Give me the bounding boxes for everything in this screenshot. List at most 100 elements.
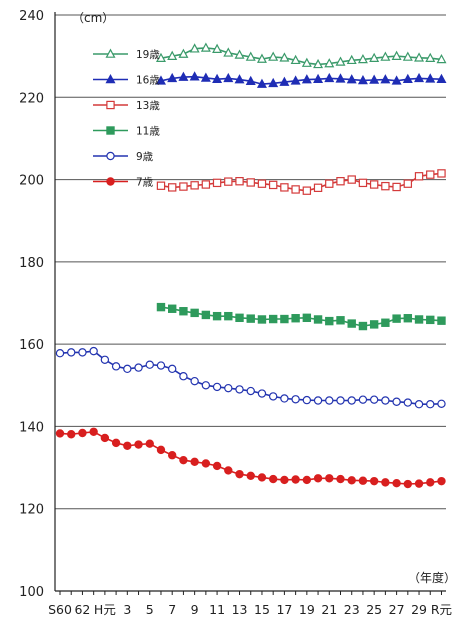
- data-point: [325, 316, 334, 326]
- data-point: [201, 180, 211, 189]
- data-point: [325, 179, 334, 188]
- x-tick-label: 23: [344, 602, 360, 617]
- data-point: [392, 479, 401, 488]
- data-point: [313, 474, 323, 483]
- data-point: [235, 469, 244, 479]
- data-point: [347, 319, 356, 328]
- data-point: [414, 72, 425, 83]
- series-line: [59, 350, 442, 405]
- data-point: [257, 179, 267, 188]
- y-tick-label: 160: [19, 338, 44, 353]
- data-point: [257, 315, 267, 324]
- data-point: [200, 72, 211, 82]
- data-point: [235, 177, 244, 186]
- data-point: [55, 348, 65, 358]
- legend-item: 19歳: [93, 48, 160, 61]
- series: [156, 169, 446, 195]
- data-point: [156, 181, 166, 190]
- data-point: [313, 73, 324, 83]
- data-point: [145, 439, 154, 448]
- data-point: [106, 177, 115, 186]
- legend-label: 16歳: [136, 75, 160, 87]
- legend-label: 9歳: [136, 151, 154, 163]
- data-point: [335, 73, 346, 83]
- data-point: [235, 313, 244, 323]
- data-point: [336, 316, 345, 325]
- data-point: [291, 475, 300, 484]
- legend-item: 13歳: [93, 100, 160, 112]
- data-point: [358, 476, 368, 485]
- data-point: [436, 73, 447, 83]
- data-point: [224, 383, 233, 393]
- data-point: [403, 479, 413, 489]
- data-point: [89, 427, 98, 436]
- data-point: [268, 474, 278, 484]
- data-point: [403, 314, 413, 323]
- data-point: [155, 52, 166, 63]
- data-point: [402, 73, 413, 83]
- data-point: [234, 74, 245, 84]
- data-point: [55, 429, 65, 438]
- y-tick-label: 220: [19, 91, 44, 106]
- x-tick-label: 5: [146, 602, 154, 617]
- series: [155, 71, 447, 88]
- data-point: [268, 392, 278, 401]
- data-point: [291, 185, 300, 194]
- x-tick-label: 21: [321, 602, 337, 617]
- data-point: [280, 394, 289, 403]
- legend-item: 11歳: [93, 126, 160, 138]
- data-point: [358, 395, 368, 404]
- data-point: [200, 42, 211, 52]
- data-point: [155, 75, 166, 85]
- data-point: [100, 355, 110, 364]
- data-point: [403, 179, 413, 188]
- data-point: [279, 76, 290, 86]
- data-point: [280, 475, 289, 485]
- x-tick-label: 13: [232, 602, 248, 617]
- data-point: [313, 396, 323, 405]
- data-point: [134, 363, 143, 372]
- data-point: [369, 395, 379, 404]
- data-point: [414, 172, 424, 181]
- data-point: [106, 151, 115, 161]
- x-tick-label: R元: [431, 602, 452, 617]
- data-point: [123, 364, 132, 374]
- data-point: [268, 51, 279, 61]
- data-point: [178, 71, 189, 81]
- data-point: [257, 473, 267, 482]
- data-point: [346, 54, 357, 65]
- x-tick-label: 27: [389, 602, 405, 617]
- data-point: [100, 433, 110, 443]
- data-point: [313, 315, 323, 324]
- data-point: [381, 318, 390, 327]
- data-point: [324, 58, 335, 68]
- legend-label: 19歳: [136, 49, 160, 61]
- data-point: [280, 314, 289, 324]
- data-point: [301, 57, 312, 67]
- x-tick-label: 15: [254, 602, 270, 617]
- data-point: [156, 361, 166, 370]
- data-point: [369, 74, 380, 84]
- x-tick-label: 9: [191, 602, 199, 617]
- legend: 19歳 16歳 13歳 11歳 9歳 7歳: [93, 48, 160, 189]
- data-point: [201, 381, 211, 390]
- data-point: [190, 181, 199, 190]
- data-point: [190, 376, 199, 386]
- data-point: [302, 313, 312, 323]
- data-point: [223, 47, 234, 57]
- data-point: [145, 360, 154, 369]
- data-point: [78, 428, 87, 438]
- x-tick-label: 19: [299, 602, 315, 617]
- data-point: [190, 457, 199, 467]
- data-point: [89, 346, 98, 356]
- data-point: [403, 398, 413, 407]
- data-point: [212, 43, 223, 53]
- data-point: [381, 396, 390, 405]
- data-point: [437, 169, 446, 178]
- x-tick-label: 29: [411, 602, 427, 617]
- data-point: [167, 451, 177, 460]
- data-point: [414, 52, 425, 62]
- data-point: [179, 307, 188, 316]
